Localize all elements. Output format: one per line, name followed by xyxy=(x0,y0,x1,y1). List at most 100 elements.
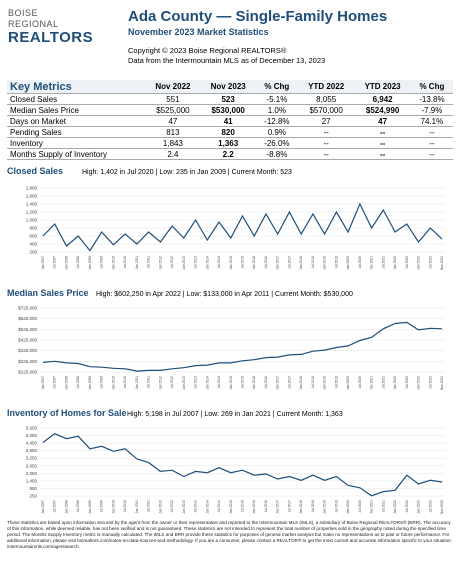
x-tick-label: Jul 2023 xyxy=(428,256,432,269)
x-tick-label: Jul 2020 xyxy=(358,376,362,389)
subtitle: November 2023 Market Statistics xyxy=(128,27,269,37)
x-tick-label: Jan 2015 xyxy=(229,376,233,390)
x-tick-label: Jul 2016 xyxy=(264,500,268,513)
chart-stats: High: 1,402 in Jul 2020 | Low: 235 in Ja… xyxy=(82,169,292,176)
cell: Median Sales Price xyxy=(7,104,146,116)
logo-line: BOISE xyxy=(8,8,39,18)
y-tick-label: 1,000 xyxy=(26,218,38,223)
x-tick-label: Jan 2020 xyxy=(346,376,350,390)
cell: $525,000 xyxy=(145,104,201,116)
header-cell: YTD 2022 xyxy=(297,80,355,94)
x-tick-label: Nov 2023 xyxy=(440,500,444,514)
x-tick-label: Jan 2018 xyxy=(299,500,303,514)
x-tick-label: Jul 2014 xyxy=(217,376,221,389)
x-tick-label: Jul 2019 xyxy=(334,500,338,513)
y-tick-label: 5,650 xyxy=(26,426,38,431)
cell: 551 xyxy=(145,93,201,105)
cell: -7.9% xyxy=(410,104,453,116)
y-tick-label: $325,000 xyxy=(18,348,37,353)
cell: -26.0% xyxy=(255,137,298,149)
x-tick-label: Jan 2021 xyxy=(370,256,374,270)
x-tick-label: Jul 2008 xyxy=(76,256,80,269)
x-tick-label: Jan 2009 xyxy=(88,256,92,270)
cell: 47 xyxy=(145,115,201,127)
cell: 1.0% xyxy=(255,104,298,116)
metrics-table: Key Metrics Nov 2022 Nov 2023% Chg YTD 2022… xyxy=(7,80,453,160)
x-tick-label: Jul 2017 xyxy=(287,256,291,269)
cell: -- xyxy=(354,126,411,138)
header-cell: Nov 2023 xyxy=(200,80,256,94)
x-tick-label: Jul 2018 xyxy=(311,500,315,513)
row: Closed Sales 551 523 -5.1% 8,055 6,942 -13.8% xyxy=(7,93,453,105)
y-tick-label: 200 xyxy=(29,250,37,255)
y-tick-label: $725,000 xyxy=(18,306,37,311)
x-tick-label: Jan 2013 xyxy=(182,500,186,514)
y-tick-label: 400 xyxy=(29,242,37,247)
y-tick-label: 2,650 xyxy=(26,463,38,468)
x-tick-label: Jul 2017 xyxy=(287,376,291,389)
x-tick-label: Jul 2020 xyxy=(358,500,362,513)
cell: 2.2 xyxy=(200,148,256,160)
y-tick-label: 3,250 xyxy=(26,456,38,461)
y-tick-label: 250 xyxy=(29,494,37,499)
cell: -- xyxy=(410,126,453,138)
x-tick-label: Jul 2016 xyxy=(264,256,268,269)
cell: 47 xyxy=(354,115,411,127)
x-tick-label: Jul 2022 xyxy=(405,256,409,269)
cell: 0.9% xyxy=(255,126,298,138)
x-tick-label: Jan 2015 xyxy=(229,256,233,270)
x-tick-label: Jan 2018 xyxy=(299,376,303,390)
x-tick-label: Jan 2013 xyxy=(182,256,186,270)
y-tick-label: 4,450 xyxy=(26,441,38,446)
x-tick-label: Jan 2012 xyxy=(158,500,162,514)
cell: 1,363 xyxy=(200,137,256,149)
x-tick-label: Jan 2018 xyxy=(299,256,303,270)
x-tick-label: Jan 2023 xyxy=(417,256,421,270)
x-tick-label: Jul 2021 xyxy=(381,376,385,389)
cell: -- xyxy=(297,148,355,160)
x-tick-label: Jul 2020 xyxy=(358,256,362,269)
x-tick-label: Jan 2020 xyxy=(346,256,350,270)
x-tick-label: Jul 2010 xyxy=(123,500,127,513)
cell: 8,055 xyxy=(297,93,355,105)
x-tick-label: Jan 2021 xyxy=(370,376,374,390)
cell: $524,990 xyxy=(354,104,411,116)
x-tick-label: Jan 2015 xyxy=(229,500,233,514)
cell: -- xyxy=(410,148,453,160)
chart-title: Median Sales Price xyxy=(7,288,89,298)
x-tick-label: Jul 2015 xyxy=(241,376,245,389)
x-tick-label: Jan 2009 xyxy=(88,500,92,514)
cell: -12.8% xyxy=(255,115,298,127)
row: Days on Market 47 41 -12.8% 27 47 74.1% xyxy=(7,115,453,127)
cell: 74.1% xyxy=(410,115,453,127)
row: Pending Sales 813 820 0.9% -- -- -- xyxy=(7,126,453,138)
cell: $530,000 xyxy=(200,104,256,116)
x-tick-label: Jan 2019 xyxy=(323,500,327,514)
header-cell: Nov 2022 xyxy=(145,80,201,94)
x-tick-label: Jan 2012 xyxy=(158,256,162,270)
y-tick-label: $225,000 xyxy=(18,359,37,364)
x-tick-label: Jul 2010 xyxy=(123,256,127,269)
x-tick-label: Jan 2022 xyxy=(393,376,397,390)
x-tick-label: Jul 2009 xyxy=(100,500,104,513)
x-tick-label: Jul 2019 xyxy=(334,256,338,269)
x-tick-label: Jul 2007 xyxy=(53,256,57,269)
x-tick-label: Jan 2007 xyxy=(41,376,45,390)
row: Inventory 1,843 1,363 -26.0% -- -- -- xyxy=(7,137,453,149)
x-tick-label: Jan 2011 xyxy=(135,256,139,269)
title: Ada County — Single-Family Homes xyxy=(128,8,388,25)
x-tick-label: Jan 2023 xyxy=(417,500,421,514)
x-tick-label: Jul 2018 xyxy=(311,376,315,389)
x-tick-label: Jan 2017 xyxy=(276,376,280,390)
cell: 1,843 xyxy=(145,137,201,149)
x-tick-label: Jan 2016 xyxy=(252,376,256,390)
y-tick-label: 3,850 xyxy=(26,448,38,453)
x-tick-label: Jan 2010 xyxy=(111,256,115,270)
y-tick-label: 1,800 xyxy=(26,186,38,191)
cell: Days on Market xyxy=(7,115,146,127)
cell: Closed Sales xyxy=(7,93,146,105)
x-tick-label: Jan 2008 xyxy=(64,500,68,514)
chart-title: Inventory of Homes for Sale xyxy=(7,408,127,418)
y-tick-label: 1,200 xyxy=(26,210,38,215)
y-tick-label: 1,450 xyxy=(26,478,38,483)
